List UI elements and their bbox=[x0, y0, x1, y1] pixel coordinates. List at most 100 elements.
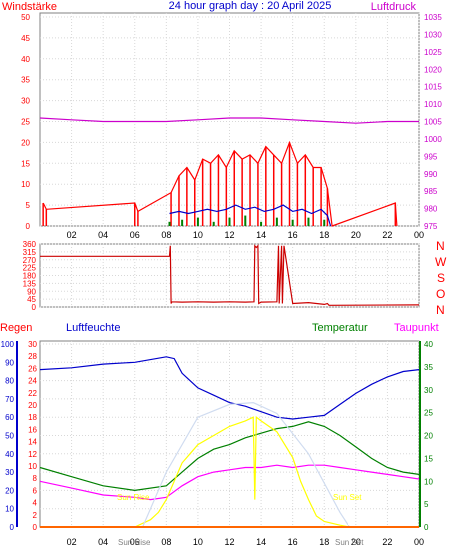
pressure-line bbox=[39, 117, 419, 124]
dewpoint-line bbox=[39, 464, 420, 501]
x-tick-label: 04 bbox=[98, 537, 108, 547]
y-temperature-tick-label: 40 bbox=[424, 340, 433, 349]
gust-line bbox=[42, 140, 398, 227]
y-rain-tick-label: 30 bbox=[28, 340, 37, 349]
y-right-tick-label: 1010 bbox=[424, 100, 442, 109]
y-left-tick-label: 5 bbox=[26, 201, 31, 210]
y-rain-tick-label: 14 bbox=[28, 438, 37, 447]
x-tick-label: 14 bbox=[256, 537, 266, 547]
y-humidity-tick-label: 60 bbox=[5, 413, 14, 422]
direction-label-n-bottom: N bbox=[436, 303, 445, 317]
data-series bbox=[39, 117, 420, 528]
sunrise-label-bottom: Sun Rise bbox=[118, 538, 151, 547]
y-direction-tick-label: 90 bbox=[27, 287, 36, 296]
y-left-tick-label: 40 bbox=[21, 55, 30, 64]
y-humidity-tick-label: 90 bbox=[5, 358, 14, 367]
rain-label: Regen bbox=[0, 322, 32, 334]
y-right-tick-label: 975 bbox=[424, 222, 438, 231]
y-direction-tick-label: 180 bbox=[23, 272, 37, 281]
wind-direction-line bbox=[40, 244, 420, 306]
y-left-tick-label: 50 bbox=[21, 13, 30, 22]
y-rain-tick-label: 8 bbox=[33, 474, 38, 483]
y-temperature-tick-label: 15 bbox=[424, 454, 433, 463]
y-rain-tick-label: 10 bbox=[28, 462, 37, 471]
y-right-tick-label: 990 bbox=[424, 170, 438, 179]
y-direction-tick-label: 45 bbox=[27, 295, 36, 304]
y-rain-tick-label: 20 bbox=[28, 401, 37, 410]
y-temperature-tick-label: 0 bbox=[424, 523, 429, 532]
y-humidity-tick-label: 40 bbox=[5, 450, 14, 459]
y-temperature-tick-label: 30 bbox=[424, 386, 433, 395]
y-left-tick-label: 25 bbox=[21, 118, 30, 127]
y-rain-tick-label: 28 bbox=[28, 352, 37, 361]
y-left-tick-label: 20 bbox=[21, 138, 30, 147]
y-direction-tick-label: 270 bbox=[23, 256, 37, 265]
direction-label-w: W bbox=[435, 255, 447, 269]
y-right-tick-label: 995 bbox=[424, 152, 438, 161]
x-tick-label: 10 bbox=[193, 537, 203, 547]
x-tick-label: 00 bbox=[414, 537, 424, 547]
y-right-tick-label: 980 bbox=[424, 205, 438, 214]
y-humidity-tick-label: 10 bbox=[5, 505, 14, 514]
x-tick-label: 16 bbox=[288, 537, 298, 547]
y-left-tick-label: 15 bbox=[21, 159, 30, 168]
y-right-tick-label: 1000 bbox=[424, 135, 442, 144]
solar-line bbox=[134, 415, 350, 528]
x-tick-label: 04 bbox=[98, 230, 108, 240]
y-humidity-tick-label: 50 bbox=[5, 432, 14, 441]
y-direction-tick-label: 315 bbox=[23, 248, 37, 257]
sunrise-label-top: Sun Rise bbox=[117, 493, 150, 502]
temperature-line bbox=[39, 421, 420, 492]
y-temperature-tick-label: 5 bbox=[424, 500, 429, 509]
x-tick-label: 22 bbox=[382, 230, 392, 240]
humidity-line bbox=[39, 356, 420, 420]
y-temperature-tick-label: 35 bbox=[424, 363, 433, 372]
x-tick-label: 18 bbox=[319, 230, 329, 240]
x-tick-label: 02 bbox=[67, 537, 77, 547]
y-right-tick-label: 1005 bbox=[424, 118, 442, 127]
y-temperature-tick-label: 10 bbox=[424, 477, 433, 486]
y-rain-tick-label: 4 bbox=[33, 499, 38, 508]
x-tick-label: 06 bbox=[130, 230, 140, 240]
y-direction-tick-label: 360 bbox=[23, 240, 37, 249]
x-tick-label: 16 bbox=[288, 230, 298, 240]
direction-label-n-top: N bbox=[436, 239, 445, 253]
x-tick-label: 20 bbox=[351, 230, 361, 240]
y-right-tick-label: 1025 bbox=[424, 48, 442, 57]
y-humidity-tick-label: 20 bbox=[5, 486, 14, 495]
temperature-label: Temperatur bbox=[312, 322, 368, 334]
x-tick-label: 10 bbox=[193, 230, 203, 240]
y-direction-tick-label: 0 bbox=[32, 303, 37, 312]
y-humidity-tick-label: 70 bbox=[5, 395, 14, 404]
y-right-tick-label: 985 bbox=[424, 187, 438, 196]
y-left-tick-label: 30 bbox=[21, 97, 30, 106]
axes: 0202040406060808101012121414161618182020… bbox=[1, 13, 443, 547]
y-left-tick-label: 35 bbox=[21, 76, 30, 85]
chart-title: 24 hour graph day : 20 April 2025 bbox=[169, 0, 332, 12]
direction-label-o: O bbox=[436, 287, 445, 301]
y-left-tick-label: 45 bbox=[21, 34, 30, 43]
wind-speed-label: Windstärke bbox=[2, 1, 57, 13]
y-left-tick-label: 0 bbox=[26, 222, 31, 231]
y-rain-tick-label: 2 bbox=[33, 511, 38, 520]
y-temperature-tick-label: 25 bbox=[424, 409, 433, 418]
y-direction-tick-label: 225 bbox=[23, 264, 37, 273]
y-right-tick-label: 1020 bbox=[424, 65, 442, 74]
y-rain-tick-label: 18 bbox=[28, 413, 37, 422]
x-tick-label: 08 bbox=[161, 537, 171, 547]
humidity-label: Luftfeuchte bbox=[66, 322, 120, 334]
x-tick-label: 12 bbox=[224, 230, 234, 240]
x-tick-label: 14 bbox=[256, 230, 266, 240]
max_solar-line bbox=[142, 401, 351, 528]
panel-wind-frame bbox=[39, 12, 420, 227]
x-tick-label: 02 bbox=[67, 230, 77, 240]
y-rain-tick-label: 24 bbox=[28, 377, 37, 386]
y-right-tick-label: 1015 bbox=[424, 83, 442, 92]
x-tick-label: 06 bbox=[130, 537, 140, 547]
y-rain-tick-label: 26 bbox=[28, 364, 37, 373]
dewpoint-label: Taupunkt bbox=[394, 322, 439, 334]
y-rain-tick-label: 12 bbox=[28, 450, 37, 459]
sunset-label-bottom: Sun Set bbox=[335, 538, 364, 547]
y-rain-tick-label: 16 bbox=[28, 425, 37, 434]
